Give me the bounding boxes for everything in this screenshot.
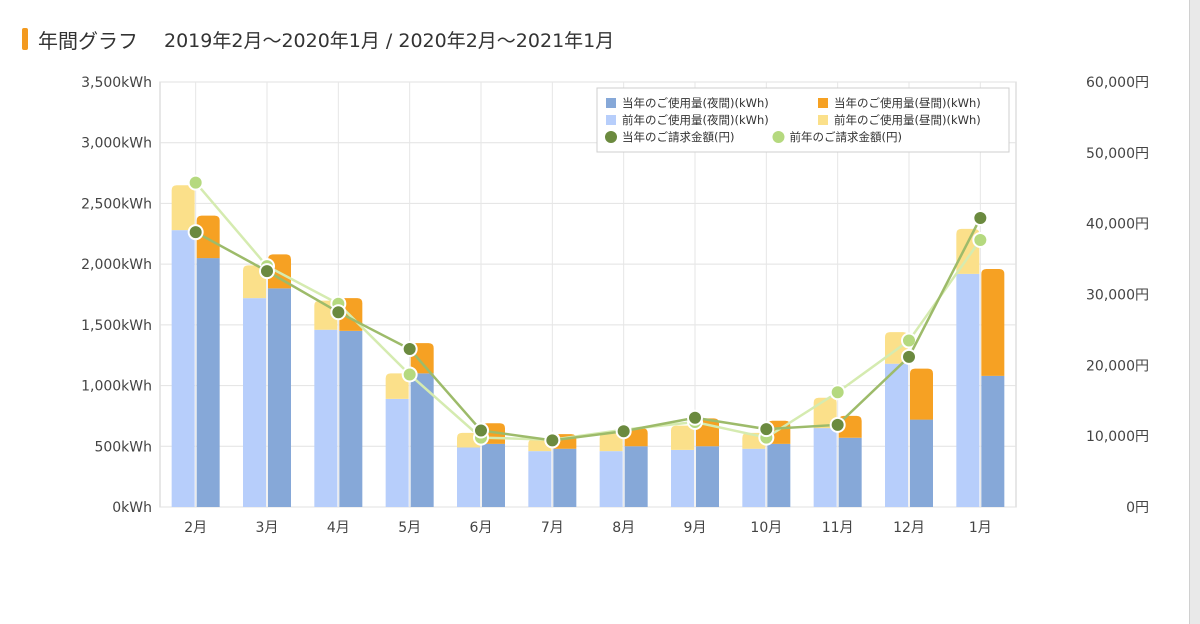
y-right-tick-label: 10,000円 [1086,429,1149,445]
chart-header: 年間グラフ 2019年2月〜2020年1月 / 2020年2月〜2021年1月 [22,24,614,54]
bar-previous-day [385,373,409,399]
x-tick-label: 10月 [750,520,782,536]
y-right-tick-label: 50,000円 [1086,146,1149,162]
x-tick-label: 4月 [327,520,350,536]
bar-previous-night [813,428,837,507]
bar-current-night [696,446,719,507]
current-amount-point [330,304,347,321]
current-amount-point [972,210,989,226]
bar-current-night [910,419,933,507]
window-right-edge [1189,0,1200,624]
bar-previous-night [314,329,338,507]
y-right-tick-label: 20,000円 [1086,358,1149,374]
y-left-tick-label: 3,500kWh [81,75,152,91]
legend-label: 当年のご使用量(夜間)(kWh) [622,96,769,110]
legend-label: 前年のご使用量(昼間)(kWh) [834,113,981,127]
legend-label: 当年のご使用量(昼間)(kWh) [834,96,981,110]
y-right-tick-label: 30,000円 [1086,288,1149,304]
bar-current-day [910,368,933,420]
x-tick-label: 7月 [541,520,564,536]
previous-amount-point [187,174,204,191]
header-accent-mark [22,28,28,50]
x-tick-label: 11月 [822,520,854,536]
y-left-tick-label: 3,000kWh [81,136,152,152]
bar-previous-night [885,363,908,507]
bar-current-night [410,373,434,507]
y-right-tick-label: 0円 [1126,500,1149,516]
legend-swatch [606,98,616,108]
x-tick-label: 5月 [398,520,421,536]
bar-previous-night [385,398,409,507]
bar-previous-night [671,449,694,507]
y-left-tick-label: 1,500kWh [81,318,152,334]
bar-previous-night [599,451,623,507]
y-left-tick-label: 2,000kWh [81,257,152,273]
y-left-tick-label: 0kWh [112,500,152,516]
y-right-tick-label: 40,000円 [1086,217,1149,233]
x-tick-label: 3月 [256,520,279,536]
y-left-tick-label: 2,500kWh [81,196,152,212]
previous-amount-point [972,231,989,248]
legend-swatch [772,131,785,143]
legend-swatch [605,131,617,143]
x-tick-label: 8月 [612,520,635,536]
x-tick-label: 6月 [470,520,493,536]
bar-current-night [339,330,363,507]
bar-previous-night [956,273,980,507]
bar-current-night [553,448,577,507]
current-amount-point [615,423,632,440]
x-tick-label: 9月 [684,520,707,536]
bar-current-night [482,443,505,507]
current-amount-point [829,416,846,433]
bar-previous-day [171,185,195,231]
current-amount-line [195,217,982,442]
legend-box [596,87,1010,153]
current-amount-point [259,263,275,280]
y-left-tick-label: 500kWh [94,439,152,455]
page-title: 年間グラフ [38,28,138,53]
legend-label: 前年のご請求金額(円) [789,130,901,144]
current-amount-point [544,432,561,449]
bar-previous-night [528,451,552,507]
bar-previous-night [243,298,266,507]
current-amount-point [687,409,703,426]
current-amount-point [901,348,917,365]
bar-current-day [196,215,220,259]
bar-current-day [981,269,1005,376]
period-range: 2019年2月〜2020年1月 / 2020年2月〜2021年1月 [164,29,615,52]
legend-swatch [818,115,828,125]
current-amount-point [758,421,775,438]
bar-current-night [196,258,220,507]
x-tick-label: 2月 [184,520,207,536]
legend-swatch [818,98,828,108]
legend-label: 当年のご請求金額(円) [622,130,734,144]
bar-current-night [767,443,791,507]
bar-current-night [838,437,862,507]
bar-previous-night [171,230,195,507]
y-left-tick-label: 1,000kWh [81,379,152,395]
current-amount-point [473,422,489,439]
bar-current-night [981,375,1005,507]
bar-current-night [268,288,291,507]
y-right-tick-label: 60,000円 [1086,75,1149,91]
previous-amount-point [829,384,846,401]
bar-previous-night [742,448,766,507]
previous-amount-point [401,366,418,383]
x-tick-label: 12月 [893,520,925,536]
current-amount-point [187,224,204,241]
bar-previous-night [457,447,480,507]
x-tick-label: 1月 [969,520,992,536]
bar-current-night [624,446,648,507]
legend-label: 前年のご使用量(夜間)(kWh) [622,113,769,127]
current-amount-point [401,341,418,358]
bar-previous-day [599,432,623,452]
bar-previous-day [671,425,694,450]
legend-swatch [606,115,616,125]
